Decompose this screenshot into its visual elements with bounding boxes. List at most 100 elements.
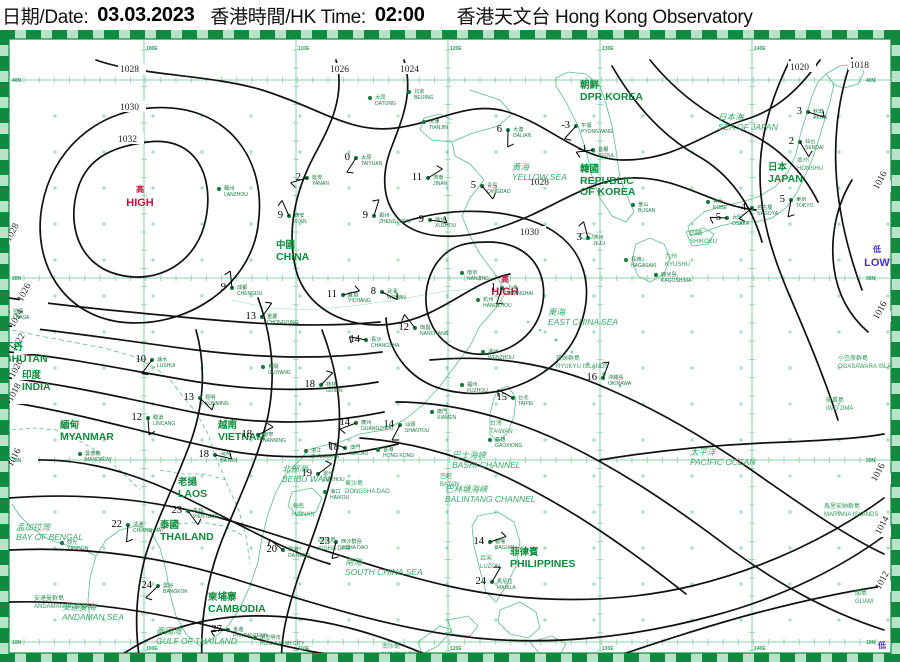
- station-temperature: 22: [112, 519, 123, 530]
- country-label-zh: 老撾: [177, 476, 198, 488]
- station-label-zh: 峴港: [288, 545, 299, 553]
- island-label-zh: 巴坦: [440, 472, 452, 480]
- wind-barb-feather: [145, 597, 153, 601]
- wind-barb-shaft: [491, 567, 501, 583]
- station-temperature: 14: [340, 417, 351, 428]
- high-label-zh: 高: [136, 184, 144, 194]
- wind-barb-shaft: [709, 216, 728, 219]
- station-label-zh: 雷州: [323, 470, 333, 477]
- station-label-zh: 清邁: [133, 520, 143, 528]
- wind-barb-feather: [265, 301, 272, 304]
- island-label-en: TAIWAN: [490, 429, 513, 435]
- station-label-en: WENZHOU: [488, 355, 514, 361]
- station-dot: [125, 522, 131, 528]
- station-label-zh: 湛江: [311, 447, 321, 454]
- lon-tick-label: 140E: [754, 646, 766, 652]
- country-label-en: THAILAND: [160, 531, 214, 543]
- station-label-zh: 台北: [518, 393, 529, 401]
- lon-tick-label: 100E: [146, 46, 158, 52]
- wind-barb-feather: [326, 370, 333, 374]
- station-temperature: 2: [296, 172, 301, 183]
- island-label-en: GUAM: [855, 599, 873, 605]
- sea-label-zh: 泰國灣: [156, 626, 183, 637]
- time-value: 02:00: [374, 3, 425, 26]
- lon-tick-label: 110E: [298, 46, 310, 52]
- lon-tick-label: 130E: [602, 646, 614, 652]
- station-dot: [375, 447, 381, 453]
- wind-barb-feather: [401, 314, 405, 321]
- sea-label-en: BALINTANG CHANNEL: [445, 494, 536, 504]
- station-label-zh: 首爾: [598, 145, 608, 153]
- station-label-en: GUIYANG: [268, 370, 291, 376]
- lat-tick-label: 20N: [866, 458, 876, 464]
- station-label-en: DATONG: [375, 101, 396, 107]
- station-label-zh: 仰光: [67, 538, 77, 546]
- wind-barb-feather: [575, 151, 581, 158]
- station-label-zh: 東京: [796, 195, 806, 203]
- station-label-en: MANDALAY: [85, 457, 113, 463]
- station-label-zh: 溫州: [488, 347, 498, 355]
- sea-label-en: SEA OF JAPAN: [718, 122, 779, 132]
- country-label-en: LAOS: [178, 488, 207, 500]
- station-dot: [252, 635, 258, 641]
- wind-barb-feather: [507, 143, 514, 148]
- station-temperature: 23: [320, 536, 331, 547]
- station-temperature: 8: [371, 286, 376, 297]
- station-label-en: GUILIN: [326, 388, 343, 394]
- station-label-en: BAGUIO: [495, 545, 515, 551]
- low-label-en: LOW: [864, 257, 890, 269]
- wind-barb-shaft: [404, 314, 416, 329]
- station-temperature: 9: [419, 214, 424, 225]
- wind-barb-feather: [148, 430, 156, 436]
- graticule-crosses: [52, 113, 891, 623]
- wind-barb-feather: [325, 460, 332, 465]
- station-label-zh: 大阪: [732, 213, 742, 221]
- station-temperature: 4: [741, 202, 747, 213]
- station-temperature: 12: [399, 322, 410, 333]
- sea-label-en: SOUTH CHINA SEA: [345, 567, 423, 577]
- station-label-zh: 馬尼拉: [497, 577, 513, 585]
- island-label-zh: 安達曼群島: [34, 594, 64, 602]
- station-dot: [623, 257, 629, 263]
- island-label-zh: 小笠原群島: [838, 354, 868, 362]
- station-label-zh: 廈門: [437, 407, 447, 415]
- isobar-label: 1020: [790, 63, 809, 73]
- station-label-en: LANZHOU: [224, 192, 248, 198]
- island-label-zh: 琉球群島: [556, 354, 580, 362]
- island-label-en: RYUKYU ISLANDS: [556, 364, 608, 370]
- station-temperature: 12: [132, 412, 143, 423]
- island-label-zh: 馬里安納群島: [824, 502, 860, 510]
- station-label-en: CHIANG MAI: [133, 528, 163, 534]
- country-label-zh: 日本: [768, 161, 788, 173]
- station-label-zh: 上海: [507, 283, 517, 291]
- country-label-zh: 中國: [276, 239, 295, 251]
- station-dot: [459, 270, 465, 276]
- wind-barb-shaft: [807, 111, 825, 118]
- wind-barb-feather: [492, 192, 496, 200]
- country-label-zh: 泰國: [159, 519, 179, 531]
- isobar-label: 1026: [330, 65, 349, 75]
- station-label-zh: 胡志明市: [260, 633, 281, 641]
- station-label-en: AKITA: [813, 115, 828, 121]
- island-label-zh: 台灣: [490, 419, 502, 427]
- sea-label-zh: 北部灣: [282, 464, 309, 475]
- wind-barb-feather: [444, 216, 448, 223]
- weather-chart-map[interactable]: 高 HIGH 高 HIGH 低 LOW 低 LOW 10281030103210…: [0, 30, 900, 662]
- map-border: [0, 30, 900, 662]
